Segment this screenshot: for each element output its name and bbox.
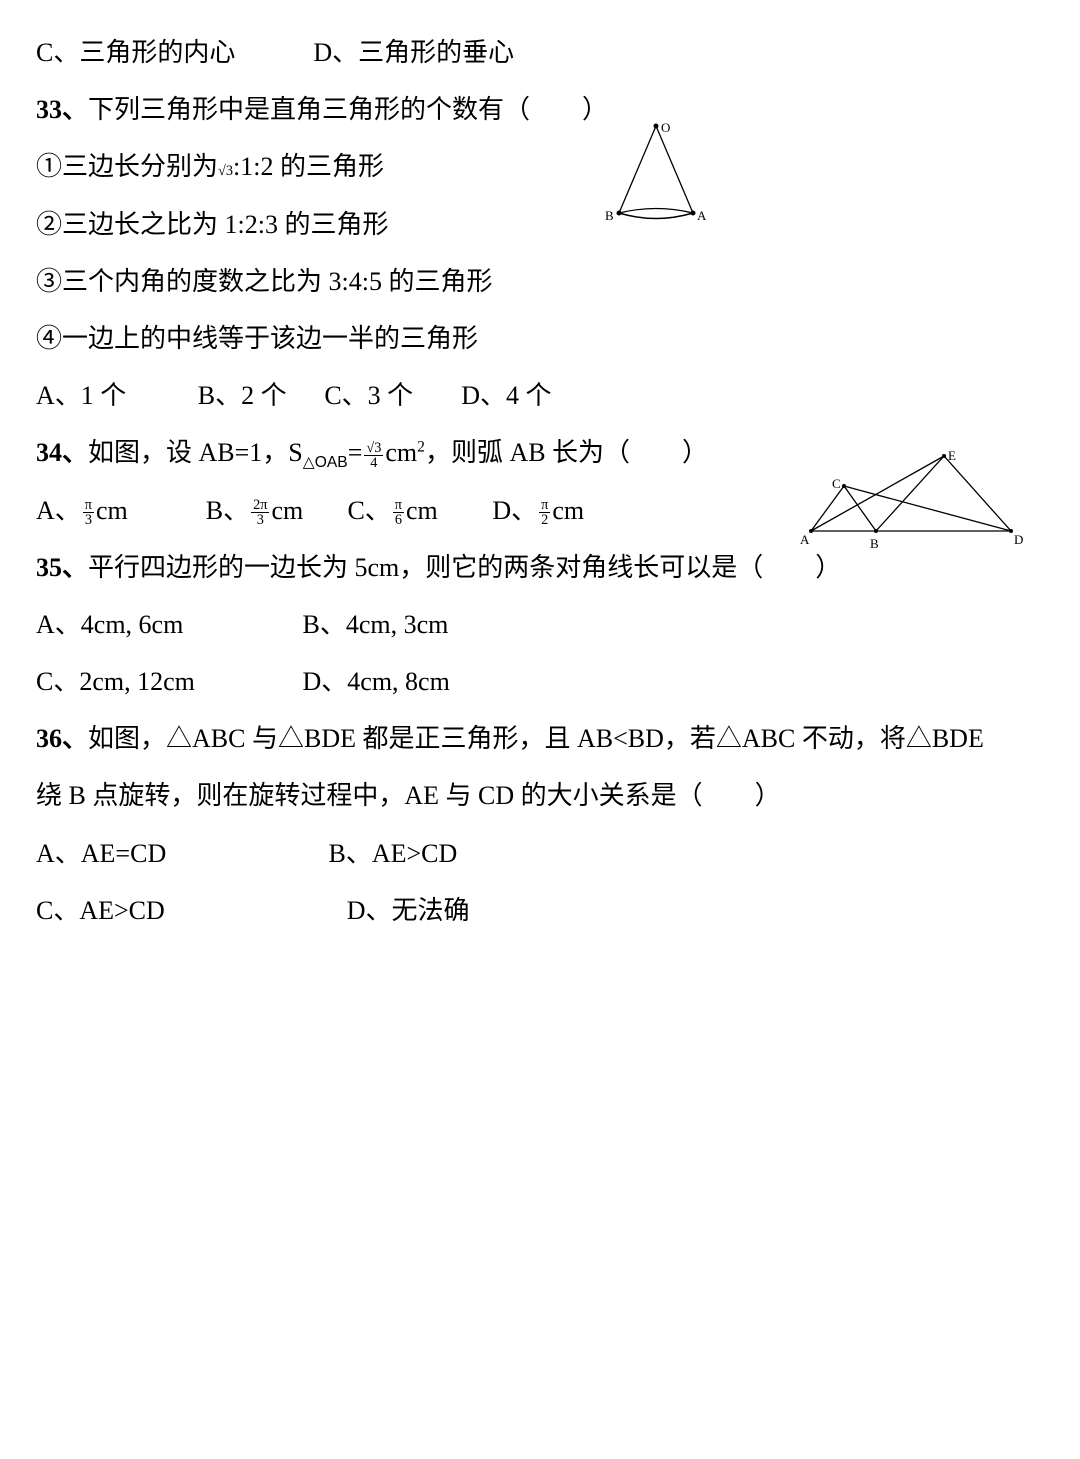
q36-stem-row-a: 36、如图，△ABC 与△BDE 都是正三角形，且 AB<BD，若△ABC 不动… xyxy=(36,710,1044,767)
q35-stem: 平行四边形的一边长为 5cm，则它的两条对角线长可以是（ ） xyxy=(88,553,841,582)
q35-stem-row: 35、平行四边形的一边长为 5cm，则它的两条对角线长可以是（ ） xyxy=(36,539,1044,596)
q33-item1-row: ①三边长分别为√3:1:2 的三角形 O B A xyxy=(36,138,1044,195)
q33-opt-a: A、1 个 xyxy=(36,381,126,410)
q34-stem-d: ，则弧 AB 长为（ ） xyxy=(425,438,708,467)
q33-item2: ②三边长之比为 1:2:3 的三角形 xyxy=(36,210,388,239)
q33-item4-row: ④一边上的中线等于该边一半的三角形 xyxy=(36,310,1044,367)
q36-options-row1: A、AE=CD B、AE>CD xyxy=(36,825,1044,882)
q35-opt-c: C、2cm, 12cm xyxy=(36,653,296,710)
q34-stem-c: cm xyxy=(385,438,417,467)
prev-opt-c: C、三角形的内心 xyxy=(36,38,235,67)
q34-number: 34、 xyxy=(36,438,88,467)
q34-opt-b-pre: B、 xyxy=(206,496,249,525)
q35-number: 35、 xyxy=(36,553,88,582)
q34-opt-a-pre: A、 xyxy=(36,496,81,525)
q36-stem-row-b: 绕 B 点旋转，则在旋转过程中，AE 与 CD 的大小关系是（ ） xyxy=(36,767,1044,824)
q34-opt-d-pre: D、 xyxy=(492,496,537,525)
q34-frac-d: π2 xyxy=(539,498,550,528)
cone-label-O: O xyxy=(661,114,670,143)
q33-stem: 下列三角形中是直角三角形的个数有（ ） xyxy=(88,95,608,124)
q33-opt-b: B、2 个 xyxy=(198,381,287,410)
q34-options-row: A、π3cm B、2π3cm C、π6cm D、π2cm A B C D E xyxy=(36,482,1044,539)
prev-options-row: C、三角形的内心 D、三角形的垂心 xyxy=(36,24,1044,81)
q36-options-row2: C、AE>CD D、无法确 xyxy=(36,882,1044,939)
q34-frac-area: √34 xyxy=(364,441,383,471)
q36-stem-a: 如图，△ABC 与△BDE 都是正三角形，且 AB<BD，若△ABC 不动，将△… xyxy=(88,724,984,753)
prev-opt-d: D、三角形的垂心 xyxy=(313,38,514,67)
q33-item4: ④一边上的中线等于该边一半的三角形 xyxy=(36,324,478,353)
q34-opt-b-unit: cm xyxy=(271,496,303,525)
q36-opt-d: D、无法确 xyxy=(347,896,470,925)
q33-opt-c: C、3 个 xyxy=(324,381,413,410)
q34-frac-b: 2π3 xyxy=(251,498,269,528)
q36-opt-b: B、AE>CD xyxy=(329,839,458,868)
tri-label-C: C xyxy=(832,470,841,499)
q36-number: 36、 xyxy=(36,724,88,753)
q33-options-row: A、1 个 B、2 个 C、3 个 D、4 个 xyxy=(36,367,1044,424)
q35-options-row1: A、4cm, 6cm B、4cm, 3cm xyxy=(36,596,1044,653)
q34-opt-a-unit: cm xyxy=(96,496,128,525)
q33-item1-b: :1:2 的三角形 xyxy=(233,152,384,181)
q33-number: 33、 xyxy=(36,95,88,124)
q33-item3-row: ③三个内角的度数之比为 3:4:5 的三角形 xyxy=(36,253,1044,310)
q36-opt-c: C、AE>CD xyxy=(36,882,340,939)
tri-label-E: E xyxy=(948,442,956,471)
q34-opt-c-pre: C、 xyxy=(347,496,390,525)
q33-item2-row: ②三边长之比为 1:2:3 的三角形 xyxy=(36,196,1044,253)
q34-frac-a: π3 xyxy=(83,498,94,528)
q36-stem-b: 绕 B 点旋转，则在旋转过程中，AE 与 CD 的大小关系是（ ） xyxy=(36,781,781,810)
q35-opt-a: A、4cm, 6cm xyxy=(36,596,296,653)
q34-stem-b: = xyxy=(348,438,363,467)
q35-opt-b: B、4cm, 3cm xyxy=(303,610,449,639)
q34-sub: △OAB xyxy=(303,455,348,472)
q34-opt-d-unit: cm xyxy=(552,496,584,525)
q33-item1-a: ①三边长分别为 xyxy=(36,152,218,181)
q34-opt-c-unit: cm xyxy=(406,496,438,525)
q34-stem-a: 如图，设 AB=1，S xyxy=(88,438,303,467)
q33-opt-d: D、4 个 xyxy=(461,381,551,410)
q33-item3: ③三个内角的度数之比为 3:4:5 的三角形 xyxy=(36,267,492,296)
q35-options-row2: C、2cm, 12cm D、4cm, 8cm xyxy=(36,653,1044,710)
q33-stem-row: 33、下列三角形中是直角三角形的个数有（ ） xyxy=(36,81,1044,138)
q34-frac-c: π6 xyxy=(393,498,404,528)
q36-opt-a: A、AE=CD xyxy=(36,825,322,882)
q35-opt-d: D、4cm, 8cm xyxy=(303,667,450,696)
